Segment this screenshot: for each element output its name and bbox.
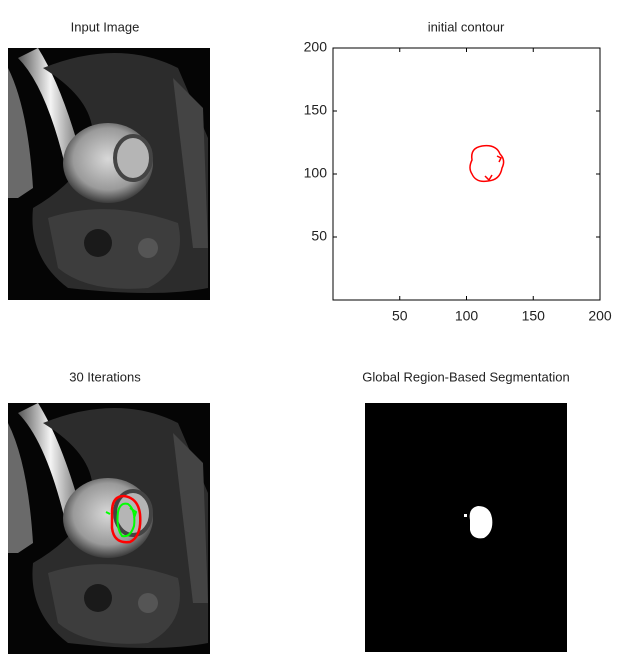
iteration-image [6,401,212,654]
evolved-contour [105,502,138,538]
x-tick-label: 150 [522,308,546,324]
x-tick-label: 100 [455,308,479,324]
input-image [6,46,212,302]
y-tick-label: 50 [311,228,327,244]
contour-axes: 50 100 150 200 50 100 150 200 [304,39,612,324]
axes-box [332,47,601,301]
panel-title: initial contour [428,19,505,34]
panel-title: Input Image [71,19,140,34]
panel-title: 30 Iterations [69,369,141,384]
final-contour [110,494,142,544]
initial-contour [469,144,505,183]
segmented-region [464,506,493,539]
y-tick-label: 200 [304,39,328,55]
y-tick-label: 150 [304,102,328,118]
x-tick-label: 50 [392,308,408,324]
x-tick-label: 200 [588,308,612,324]
segmentation-image [365,403,567,652]
panel-title: Global Region-Based Segmentation [362,369,569,384]
y-tick-label: 100 [304,165,328,181]
